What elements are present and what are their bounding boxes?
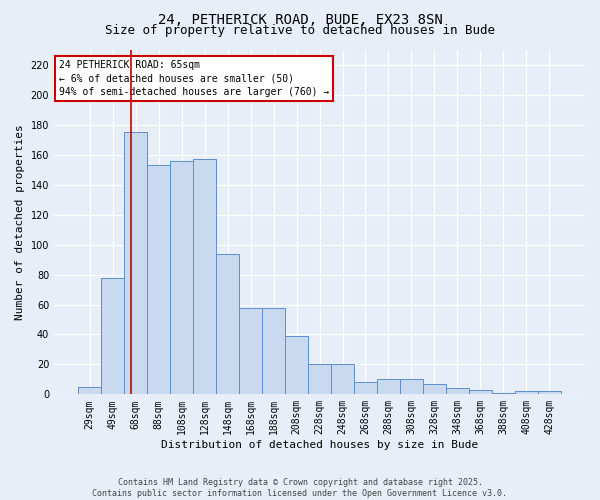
Text: 24 PETHERICK ROAD: 65sqm
← 6% of detached houses are smaller (50)
94% of semi-de: 24 PETHERICK ROAD: 65sqm ← 6% of detache… <box>59 60 329 96</box>
Bar <box>147 166 170 394</box>
Bar <box>423 384 446 394</box>
Text: Size of property relative to detached houses in Bude: Size of property relative to detached ho… <box>105 24 495 37</box>
X-axis label: Distribution of detached houses by size in Bude: Distribution of detached houses by size … <box>161 440 478 450</box>
Bar <box>124 132 147 394</box>
Bar <box>377 380 400 394</box>
Bar <box>446 388 469 394</box>
Text: 24, PETHERICK ROAD, BUDE, EX23 8SN: 24, PETHERICK ROAD, BUDE, EX23 8SN <box>158 12 442 26</box>
Bar <box>492 393 515 394</box>
Bar <box>285 336 308 394</box>
Bar <box>262 308 285 394</box>
Text: Contains HM Land Registry data © Crown copyright and database right 2025.
Contai: Contains HM Land Registry data © Crown c… <box>92 478 508 498</box>
Bar <box>308 364 331 394</box>
Bar <box>78 387 101 394</box>
Bar <box>239 308 262 394</box>
Bar <box>515 392 538 394</box>
Bar <box>400 380 423 394</box>
Bar <box>538 392 561 394</box>
Bar <box>170 161 193 394</box>
Bar <box>331 364 354 394</box>
Bar <box>354 382 377 394</box>
Bar <box>216 254 239 394</box>
Y-axis label: Number of detached properties: Number of detached properties <box>15 124 25 320</box>
Bar <box>469 390 492 394</box>
Bar <box>193 160 216 394</box>
Bar <box>101 278 124 394</box>
